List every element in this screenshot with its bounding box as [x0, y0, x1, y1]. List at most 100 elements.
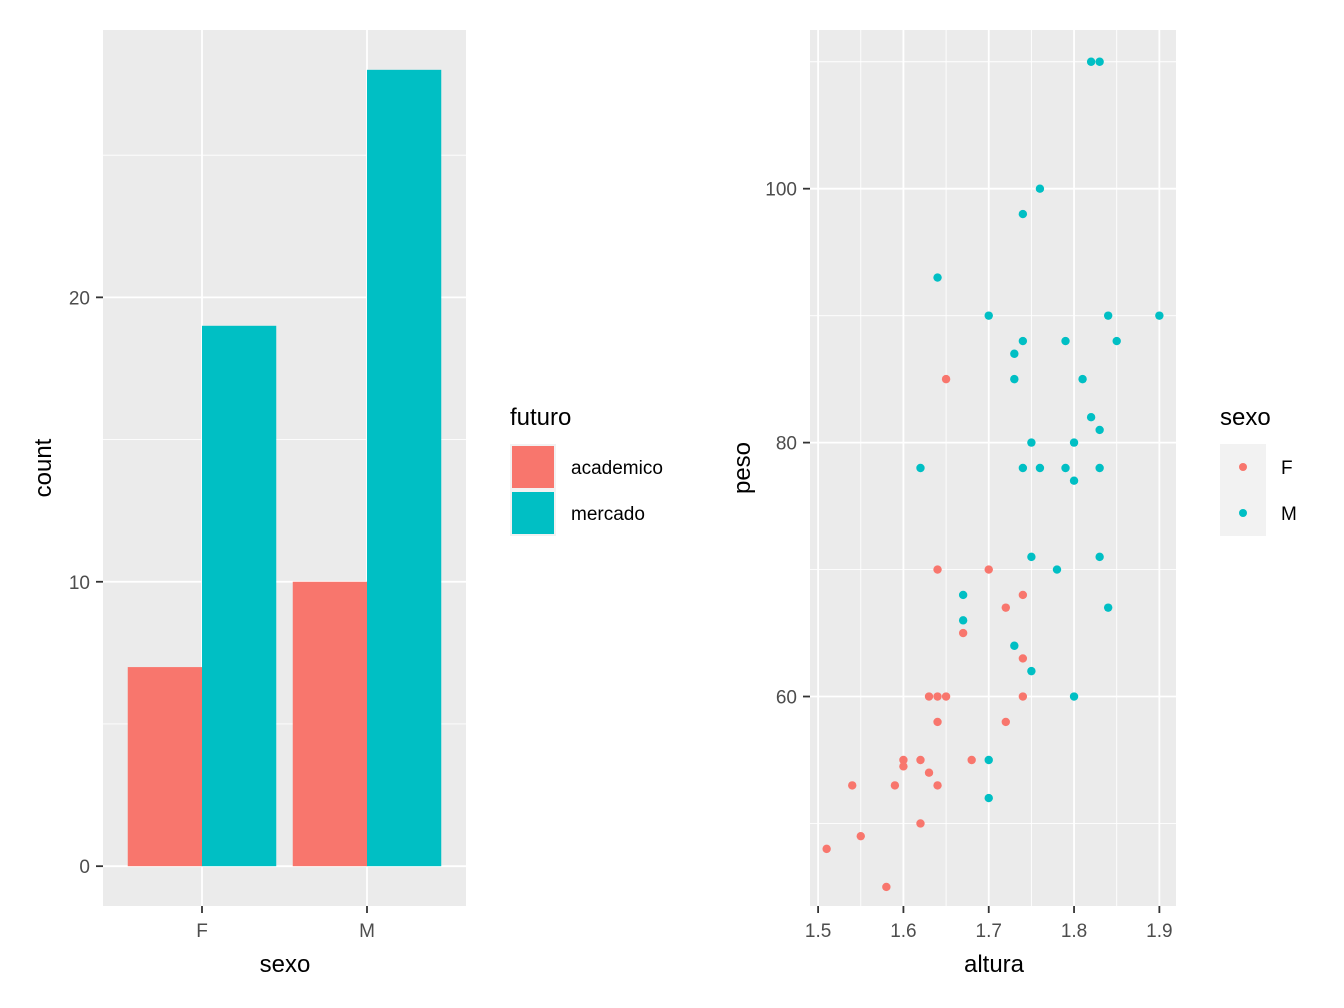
scatter-x-tick-label: 1.6	[890, 921, 916, 942]
scatter-point-F	[933, 717, 942, 727]
scatter-point-M	[1086, 413, 1096, 422]
scatter-x-tick-label: 1.5	[805, 921, 831, 942]
scatter-point-M	[1112, 336, 1121, 346]
legend-swatch-mercado	[512, 492, 554, 534]
scatter-point-F	[933, 692, 942, 701]
scatter-point-M	[1052, 565, 1062, 574]
scatter-point-M	[1018, 209, 1028, 219]
scatter-y-ticks: 60 80 100	[765, 180, 810, 709]
scatter-point-F	[1001, 603, 1010, 612]
scatter-point-F	[1001, 717, 1010, 727]
bar-academico-M	[292, 581, 367, 867]
scatter-x-ticks: 1.5 1.6 1.7 1.8 1.9	[805, 906, 1173, 942]
scatter-point-M	[1155, 311, 1164, 320]
scatter-legend: sexo F M	[1220, 404, 1297, 536]
scatter-point-F	[899, 762, 908, 771]
scatter-point-M	[984, 755, 993, 765]
scatter-point-M	[1018, 463, 1028, 473]
scatter-x-tick-label: 1.9	[1146, 921, 1172, 942]
scatter-point-F	[924, 692, 934, 701]
scatter-point-M	[1078, 374, 1087, 384]
scatter-point-M	[1095, 463, 1104, 473]
scatter-point-M	[1035, 463, 1045, 473]
scatter-point-M	[1095, 552, 1104, 562]
legend-point-F	[1239, 463, 1247, 471]
scatter-point-M	[1069, 438, 1079, 447]
scatter-point-M	[1086, 57, 1096, 66]
scatter-point-F	[933, 565, 942, 574]
scatter-point-F	[916, 819, 925, 828]
legend-swatch-academico	[512, 446, 554, 488]
scatter-y-tick-label: 100	[765, 180, 797, 201]
scatter-point-M	[1095, 425, 1104, 435]
bar-marks	[127, 69, 442, 867]
legend-point-M	[1239, 509, 1247, 517]
scatter-point-F	[967, 755, 976, 765]
scatter-point-M	[1027, 552, 1036, 562]
bar-y-tick-label: 10	[69, 573, 90, 594]
scatter-point-F	[933, 781, 942, 790]
scatter-point-M	[1061, 336, 1070, 346]
bar-y-axis-title: count	[30, 438, 57, 497]
scatter-point-M	[916, 463, 925, 473]
scatter-point-F	[882, 882, 891, 892]
scatter-point-F	[890, 781, 900, 790]
bar-y-ticks: 0 10 20	[69, 288, 103, 878]
bar-academico-F	[127, 667, 202, 867]
scatter-chart: 60 80 100 1.5 1.6 1.7 1.8 1.9 altura peso sexo…	[729, 30, 1297, 978]
scatter-point-M	[984, 311, 993, 320]
bar-legend-title: futuro	[510, 404, 571, 431]
scatter-x-tick-label: 1.7	[976, 921, 1002, 942]
scatter-legend-label-F: F	[1281, 458, 1293, 479]
scatter-y-tick-label: 60	[776, 688, 797, 709]
scatter-point-M	[1010, 641, 1019, 650]
bar-x-tick-label: F	[196, 921, 208, 942]
scatter-point-M	[1027, 666, 1036, 676]
scatter-x-tick-label: 1.8	[1061, 921, 1087, 942]
bar-legend: futuro academico mercado	[510, 404, 663, 536]
scatter-point-F	[1018, 654, 1028, 663]
scatter-point-F	[941, 374, 951, 384]
scatter-point-F	[1018, 692, 1028, 701]
bar-x-tick-label: M	[359, 921, 375, 942]
scatter-point-F	[848, 781, 857, 790]
scatter-point-M	[1061, 463, 1070, 473]
scatter-point-F	[924, 768, 934, 777]
scatter-point-F	[958, 628, 968, 638]
scatter-y-tick-label: 80	[776, 434, 797, 455]
scatter-marks	[822, 57, 1164, 892]
bar-y-tick-label: 0	[79, 857, 90, 878]
scatter-x-axis-title: altura	[964, 951, 1025, 978]
scatter-point-M	[984, 793, 993, 803]
bar-mercado-F	[202, 325, 277, 867]
scatter-point-F	[856, 831, 865, 841]
scatter-plot-panel	[810, 30, 1176, 906]
scatter-point-F	[899, 755, 908, 765]
scatter-legend-label-M: M	[1281, 504, 1297, 525]
scatter-point-M	[933, 273, 942, 282]
bar-legend-label-mercado: mercado	[571, 504, 645, 525]
scatter-point-F	[984, 565, 993, 574]
bar-x-axis-title: sexo	[260, 951, 311, 978]
scatter-point-M	[958, 590, 968, 600]
scatter-point-M	[1010, 349, 1019, 358]
scatter-point-M	[1027, 438, 1036, 447]
scatter-point-M	[1103, 311, 1113, 320]
scatter-y-axis-title: peso	[729, 442, 756, 494]
scatter-point-M	[1103, 603, 1113, 612]
scatter-point-M	[1010, 374, 1019, 384]
scatter-point-F	[1018, 590, 1028, 600]
scatter-point-F	[941, 692, 951, 701]
scatter-point-M	[1095, 57, 1104, 66]
scatter-legend-title: sexo	[1220, 404, 1271, 431]
bar-mercado-M	[367, 69, 442, 867]
bar-legend-label-academico: academico	[571, 458, 663, 479]
scatter-point-M	[1035, 184, 1045, 193]
scatter-point-M	[1018, 336, 1028, 346]
scatter-point-F	[822, 844, 831, 854]
scatter-point-M	[1069, 476, 1079, 485]
scatter-point-M	[1069, 692, 1079, 701]
scatter-point-M	[958, 616, 968, 625]
